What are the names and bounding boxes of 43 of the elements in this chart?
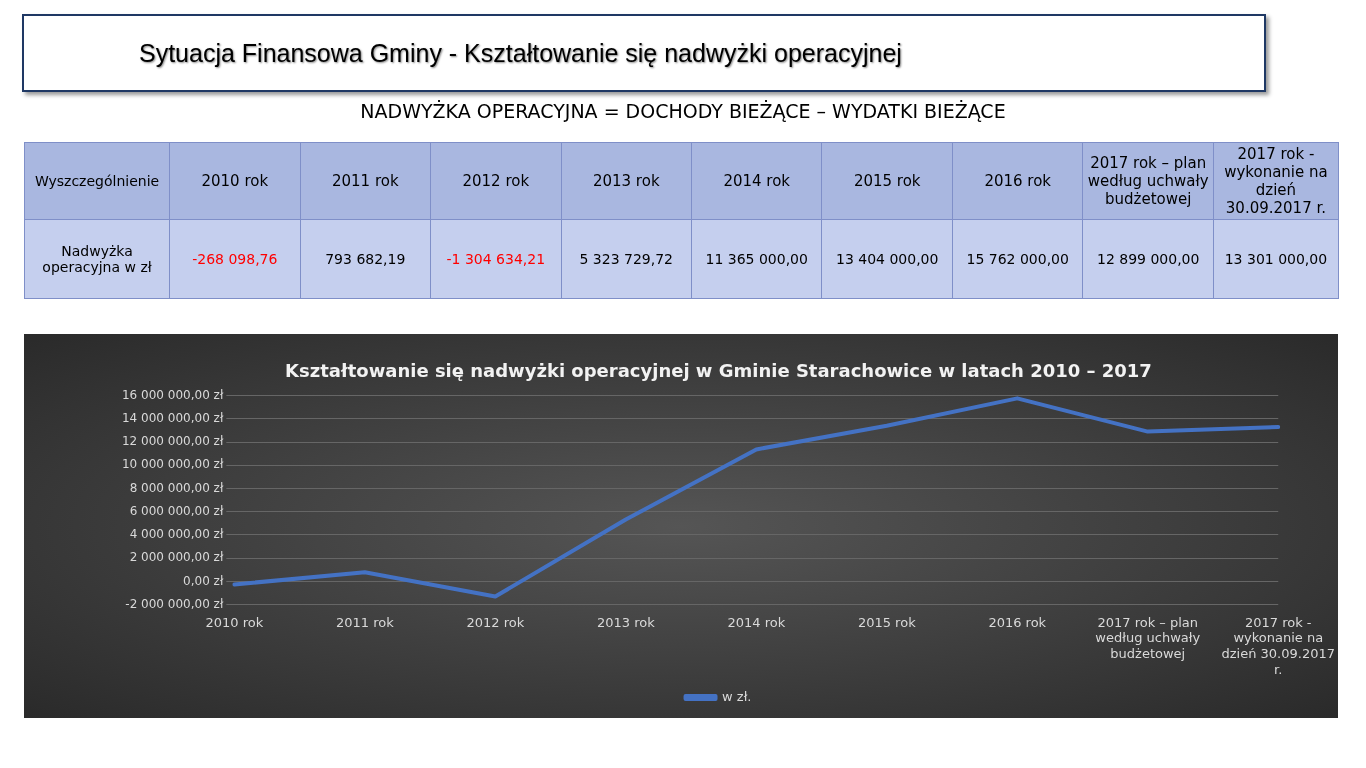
data-label: -268 098,76 — [169, 219, 301, 299]
y-tick-label: 12 000 000,00 zł — [121, 434, 224, 449]
data-label: 13 301 000,00 — [1213, 219, 1339, 299]
y-tick-label: 6 000 000,00 zł — [129, 503, 224, 518]
category-label: 2017 rok - wykonanie na dzień 30.09.2017 r. — [1224, 145, 1328, 217]
category-label: 2016 rok — [984, 172, 1052, 190]
text: Nadwyżka operacyjna w zł — [24, 219, 170, 299]
y-tick-label: 0,00 zł — [183, 573, 224, 588]
x-tick-label: 2015 rok — [857, 614, 917, 630]
data-label: 793 682,19 — [300, 219, 431, 299]
category-label: 2015 rok — [853, 172, 921, 190]
category-label: 2013 rok — [592, 172, 660, 190]
x-tick-label: 2017 rok – plan według uchwały budżetowej — [1095, 614, 1201, 661]
category-label: 2011 rok — [331, 172, 399, 190]
x-tick-label: 2010 rok — [205, 614, 264, 630]
x-tick-label: 2016 rok — [988, 614, 1047, 630]
legend-label: w zł. — [722, 688, 752, 704]
category-label: 2017 rok – plan według uchwały budżetowej — [1087, 154, 1209, 208]
data-label: 11 365 000,00 — [691, 219, 822, 299]
y-tick-label: 14 000 000,00 zł — [121, 410, 224, 425]
y-tick-label: 16 000 000,00 zł — [121, 387, 224, 402]
x-tick-label: 2012 rok — [466, 614, 525, 630]
x-tick-label: 2014 rok — [727, 614, 786, 630]
y-tick-label: 2 000 000,00 zł — [129, 550, 224, 565]
x-tick-label: 2011 rok — [335, 614, 395, 630]
y-tick-label: 10 000 000,00 zł — [121, 457, 224, 472]
data-label: 5 323 729,72 — [561, 219, 692, 299]
text: Wyszczególnienie — [24, 142, 170, 220]
text: Kształtowanie się nadwyżki operacyjnej w Gminie Starachowice w latach 2010 – 2017 — [285, 360, 1152, 382]
data-label: -1 304 634,21 — [430, 219, 562, 299]
y-tick-label: 8 000 000,00 zł — [129, 480, 224, 495]
data-label: 15 762 000,00 — [952, 219, 1083, 299]
data-label: 12 899 000,00 — [1082, 219, 1214, 299]
x-tick-label: 2013 rok — [596, 614, 656, 630]
y-tick-label: 4 000 000,00 zł — [129, 527, 224, 542]
category-label: 2014 rok — [723, 172, 791, 190]
chart-title: Sytuacja Finansowa Gminy - Kształtowanie się nadwyżki operacyjnej — [139, 38, 902, 68]
category-label: 2010 rok — [201, 172, 269, 190]
chart-subtitle: NADWYŻKA OPERACYJNA = DOCHODY BIEŻĄCE – WYDATKI BIEŻĄCE — [359, 100, 1007, 122]
data-label: 13 404 000,00 — [821, 219, 953, 299]
x-tick-label: 2017 rok - wykonanie na dzień 30.09.2017 r. — [1221, 614, 1336, 677]
category-label: 2012 rok — [462, 172, 530, 190]
y-tick-label: -2 000 000,00 zł — [125, 596, 224, 611]
